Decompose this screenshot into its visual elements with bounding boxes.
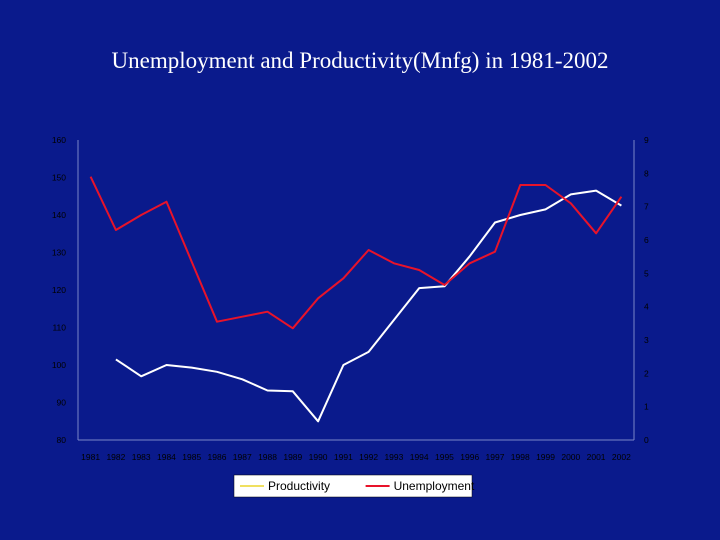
x-tick-label: 1989: [283, 452, 302, 462]
x-tick-label: 2001: [587, 452, 606, 462]
x-tick-label: 1991: [334, 452, 353, 462]
right-tick-label: 0: [644, 435, 649, 445]
right-tick-label: 9: [644, 135, 649, 145]
left-tick-label: 140: [52, 210, 66, 220]
right-tick-label: 1: [644, 402, 649, 412]
x-tick-label: 1998: [511, 452, 530, 462]
x-tick-label: 1988: [258, 452, 277, 462]
left-tick-label: 160: [52, 135, 66, 145]
right-tick-label: 7: [644, 202, 649, 212]
right-axis-ticks: 0 1 2 3 4 5 6 7 8 9: [644, 135, 649, 445]
legend-box: [233, 474, 473, 498]
x-tick-label: 1983: [132, 452, 151, 462]
legend-label: Productivity: [268, 479, 330, 493]
axis-lines: [77, 140, 635, 441]
right-tick-label: 8: [644, 168, 649, 178]
x-tick-label: 1997: [486, 452, 505, 462]
x-tick-label: 1987: [233, 452, 252, 462]
left-axis-ticks: 80 90 100 110 120 130 140 150 160: [52, 135, 66, 445]
x-tick-label: 1990: [309, 452, 328, 462]
series-line-unemployment: [89, 176, 623, 330]
series-line-productivity: [115, 189, 622, 423]
right-tick-label: 4: [644, 302, 649, 312]
x-tick-label: 2002: [612, 452, 631, 462]
x-tick-label: 2000: [561, 452, 580, 462]
legend: Productivity Unemployment: [233, 474, 475, 498]
x-axis-ticks: 1981 1982 1983 1984 1985 1986 1987 1988 1989 1990…: [81, 452, 631, 462]
plot-background: [78, 140, 634, 440]
left-tick-label: 100: [52, 360, 66, 370]
x-tick-label: 1995: [435, 452, 454, 462]
right-tick-label: 5: [644, 268, 649, 278]
right-tick-label: 3: [644, 335, 649, 345]
x-tick-label: 1981: [81, 452, 100, 462]
right-tick-label: 2: [644, 368, 649, 378]
left-tick-label: 130: [52, 248, 66, 258]
left-tick-label: 110: [52, 323, 66, 333]
x-tick-label: 1996: [460, 452, 479, 462]
x-tick-label: 1986: [208, 452, 227, 462]
x-tick-label: 1999: [536, 452, 555, 462]
x-tick-label: 1982: [106, 452, 125, 462]
left-tick-label: 150: [52, 173, 66, 183]
x-tick-label: 1993: [384, 452, 403, 462]
right-tick-label: 6: [644, 235, 649, 245]
x-tick-label: 1992: [359, 452, 378, 462]
series-lines: [89, 176, 623, 423]
plot-area: [78, 140, 634, 440]
legend-label: Unemployment: [394, 479, 475, 493]
x-tick-label: 1994: [410, 452, 429, 462]
left-tick-label: 90: [57, 398, 67, 408]
left-tick-label: 80: [57, 435, 67, 445]
left-tick-label: 120: [52, 285, 66, 295]
x-tick-label: 1984: [157, 452, 176, 462]
slide-title: Unemployment and Productivity(Mnfg) in 1…: [111, 48, 609, 73]
x-tick-label: 1985: [182, 452, 201, 462]
